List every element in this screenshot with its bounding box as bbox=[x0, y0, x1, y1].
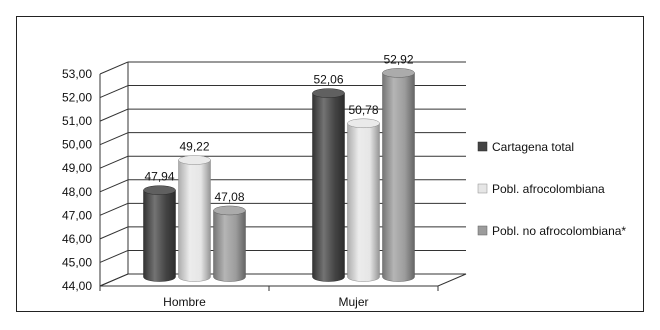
bar bbox=[312, 88, 345, 282]
data-labels: 47,94 49,22 47,08 52,06 50,78 52,92 bbox=[144, 52, 413, 204]
legend-swatch bbox=[477, 225, 488, 236]
bar bbox=[347, 118, 380, 282]
bar bbox=[213, 205, 246, 282]
data-label: 49,22 bbox=[179, 140, 209, 154]
legend-label: Pobl. afrocolombiana bbox=[492, 182, 605, 196]
legend: Cartagena total Pobl. afrocolombiana Pobl.… bbox=[477, 140, 626, 238]
y-tick-label: 48,00 bbox=[62, 185, 92, 199]
x-tick-label: Mujer bbox=[338, 295, 368, 309]
y-tick-label: 50,00 bbox=[62, 138, 92, 152]
bar bbox=[382, 68, 415, 282]
legend-item: Pobl. afrocolombiana bbox=[477, 182, 605, 196]
data-label: 52,06 bbox=[313, 73, 343, 87]
data-label: 50,78 bbox=[348, 103, 378, 117]
data-label: 52,92 bbox=[383, 52, 413, 66]
y-axis: 44,00 45,00 46,00 47,00 48,00 49,00 50,00 51,00… bbox=[62, 67, 92, 293]
data-label: 47,94 bbox=[144, 170, 174, 184]
bars bbox=[143, 68, 415, 282]
bar bbox=[178, 155, 211, 282]
data-label: 47,08 bbox=[214, 190, 244, 204]
legend-label: Cartagena total bbox=[492, 140, 574, 154]
y-tick-label: 47,00 bbox=[62, 208, 92, 222]
x-axis: Hombre Mujer bbox=[163, 295, 368, 309]
gridline bbox=[99, 61, 466, 75]
floor bbox=[99, 273, 467, 287]
legend-item: Pobl. no afrocolombiana* bbox=[477, 224, 626, 238]
legend-swatch bbox=[477, 141, 488, 152]
y-tick-label: 51,00 bbox=[62, 114, 92, 128]
y-tick-label: 46,00 bbox=[62, 232, 92, 246]
y-tick-label: 53,00 bbox=[62, 67, 92, 81]
y-tick-label: 45,00 bbox=[62, 255, 92, 269]
bar bbox=[143, 185, 176, 282]
y-tick-label: 44,00 bbox=[62, 279, 92, 293]
x-tick-label: Hombre bbox=[163, 295, 206, 309]
legend-item: Cartagena total bbox=[477, 140, 574, 154]
y-tick-label: 49,00 bbox=[62, 161, 92, 175]
legend-swatch bbox=[477, 183, 488, 194]
y-tick-label: 52,00 bbox=[62, 91, 92, 105]
legend-label: Pobl. no afrocolombiana* bbox=[492, 224, 626, 238]
